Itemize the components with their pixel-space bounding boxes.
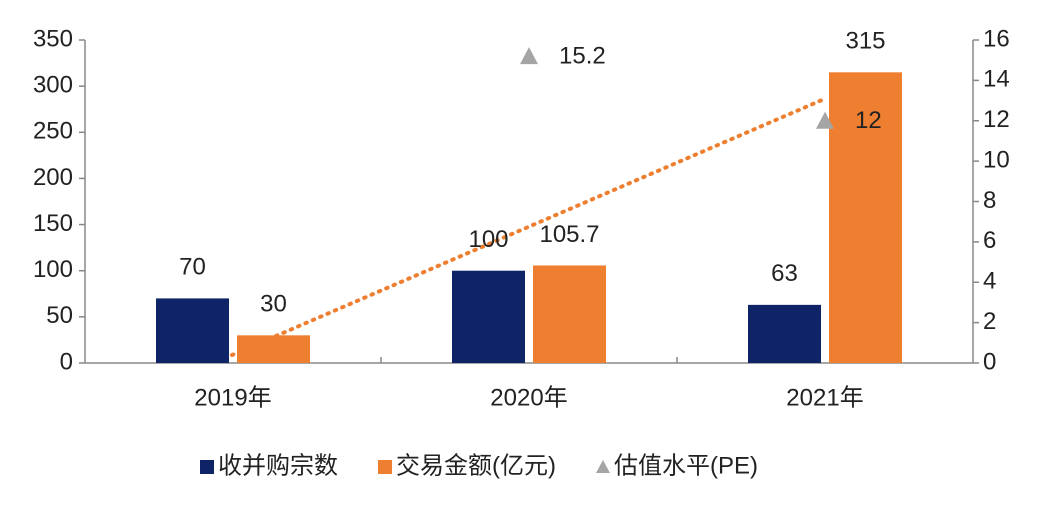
bar <box>748 304 821 363</box>
legend-label: 收并购宗数 <box>218 452 338 479</box>
bar <box>156 298 229 363</box>
marker <box>816 111 834 129</box>
marker <box>520 47 538 65</box>
bar <box>533 265 606 363</box>
data-label: 70 <box>179 254 206 281</box>
data-label: 315 <box>845 28 885 55</box>
data-label: 100 <box>468 226 508 253</box>
y2-tick-label: 2 <box>983 308 996 335</box>
y2-tick-label: 8 <box>983 187 996 214</box>
y-tick-label: 350 <box>33 25 73 52</box>
y-tick-label: 0 <box>60 348 73 375</box>
bar <box>237 335 310 363</box>
x-tick-label: 2020年 <box>490 384 567 411</box>
y-tick-label: 150 <box>33 210 73 237</box>
y-tick-label: 50 <box>46 302 73 329</box>
data-label: 63 <box>771 260 798 287</box>
data-label: 15.2 <box>559 42 606 69</box>
data-label: 12 <box>855 107 882 134</box>
x-tick-label: 2019年 <box>194 384 271 411</box>
legend-label: 交易金额(亿元) <box>396 452 556 479</box>
y2-tick-label: 0 <box>983 348 996 375</box>
x-tick-label: 2021年 <box>786 384 863 411</box>
data-label: 105.7 <box>539 221 599 248</box>
y2-tick-label: 14 <box>983 66 1010 93</box>
y2-tick-label: 4 <box>983 268 996 295</box>
y2-tick-label: 6 <box>983 227 996 254</box>
y-tick-label: 100 <box>33 256 73 283</box>
legend-marker <box>200 460 214 474</box>
trend-line <box>230 98 824 357</box>
bar <box>829 72 902 364</box>
y-tick-label: 200 <box>33 164 73 191</box>
y2-tick-label: 12 <box>983 106 1010 133</box>
data-label: 30 <box>260 291 287 318</box>
y-tick-label: 300 <box>33 71 73 98</box>
y2-tick-label: 10 <box>983 146 1010 173</box>
legend-marker <box>378 460 392 474</box>
y-tick-label: 250 <box>33 118 73 145</box>
y2-tick-label: 16 <box>983 25 1010 52</box>
bar <box>452 270 525 363</box>
legend-marker <box>595 460 610 473</box>
legend-label: 估值水平(PE) <box>614 452 758 479</box>
